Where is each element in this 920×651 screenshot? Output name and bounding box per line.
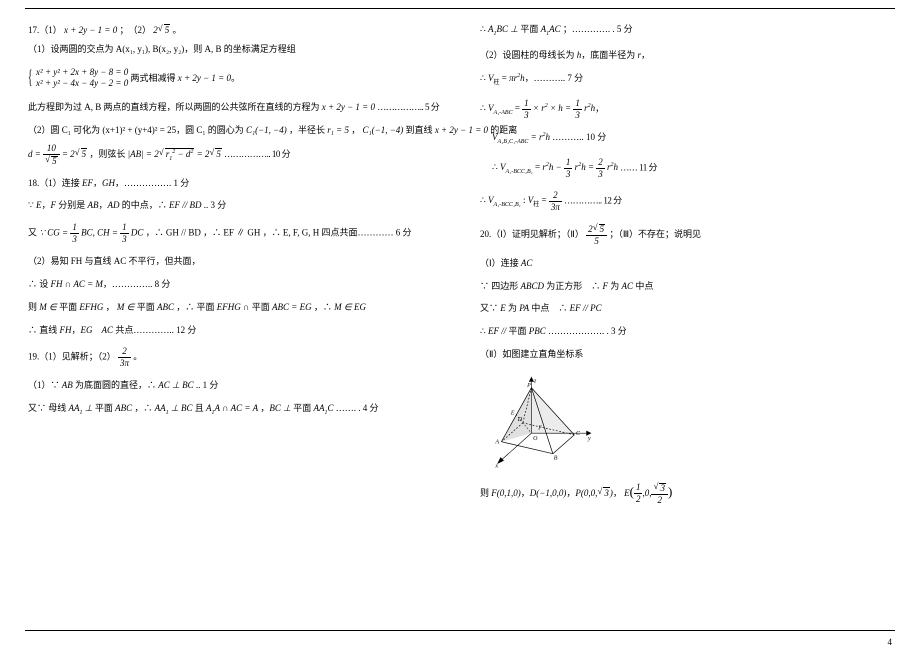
r20-1: （Ⅰ）连接 AC <box>480 258 880 269</box>
q18-1: 18.（1）连接 EF，GH，……………. 1 分 <box>28 178 458 189</box>
svg-text:B: B <box>554 455 558 461</box>
svg-text:x: x <box>494 463 498 469</box>
q18-5: ∴ 设 FH ∩ AC = M，………….. 8 分 <box>28 279 458 290</box>
svg-text:y: y <box>587 436 591 442</box>
r1: ∴ A1BC ⊥ 平面 A1AC ；…………. . 5 分 <box>480 24 880 38</box>
q19-1: （1）∵ AB 为底面圆的直径，∴ AC ⊥ BC .. 1 分 <box>28 380 458 391</box>
q17-p3: （2）圆 C₁ 可化为 (x+1)² + (y+4)² = 25，圆 C₁ 的圆… <box>28 125 458 136</box>
q18-7: ∴ 直线 FH，EG AC 共点………….. 12 分 <box>28 325 458 336</box>
svg-text:F: F <box>537 425 542 431</box>
q19: 19.（1）见解析；（2） 23π 。 <box>28 347 458 368</box>
r20-2: ∵ 四边形 ABCD 为正方形 ∴ F 为 AC 中点 <box>480 281 880 292</box>
r20-3: 又∵ E 为 PA 中点 ∴ EF // PC <box>480 303 880 314</box>
left-column: 17.（1） x + 2y − 1 = 0 ； （2） 25 。 （1）设两圆的… <box>28 24 458 623</box>
q17-p1: （1）设两圆的交点为 A(x₁, y₁), B(x₂, y₂)，则 A, B 的… <box>28 44 458 55</box>
q17-p2: 此方程即为过 A, B 两点的直线方程，所以两圆的公共弦所在直线的方程为 x +… <box>28 102 458 113</box>
q18-2: ∵ E，F 分别是 AB，AD 的中点，∴ EF // BD .. 3 分 <box>28 200 458 211</box>
r20-coords: 则 F(0,1,0)，D(−1,0,0)，P(0,0,3)， E(12,0,32… <box>480 483 880 505</box>
bottom-rule <box>25 630 895 631</box>
q18-6: 则 M ∈ 平面 EFHG ， M ∈ 平面 ABC ，∴ 平面 EFHG ∩ … <box>28 302 458 313</box>
r20-5: （Ⅱ）如图建立直角坐标系 <box>480 349 880 360</box>
q17-d: d = 10 5 = 25 ，则弦长 |AB| = 2r12 − d2 = 25… <box>28 144 458 166</box>
svg-text:E: E <box>510 410 515 416</box>
svg-text:D: D <box>517 417 523 423</box>
svg-text:P: P <box>526 383 531 389</box>
q18-4: （2）易知 FH 与直线 AC 不平行，但共面， <box>28 256 458 267</box>
q17-system: x² + y² + 2x + 8y − 8 = 0 x² + y² − 4x −… <box>28 67 458 90</box>
page-number: 4 <box>888 637 893 647</box>
r2: （2）设圆柱的母线长为 h，底面半径为 r， <box>480 50 880 61</box>
r7: ∴ VA₁-BCC₁B₁ : V柱 = 23π ………….. 12 分 <box>480 191 880 212</box>
svg-text:O: O <box>533 436 538 442</box>
r6: ∴ VA₁-BCC₁B₁ = r2h − 13 r2h = 23 r2h …… … <box>480 158 880 179</box>
r20-4: ∴ EF // 平面 PBC ………………. . 3 分 <box>480 326 880 337</box>
svg-text:A: A <box>494 439 499 445</box>
svg-text:C: C <box>576 431 581 437</box>
q17-line1: 17.（1） x + 2y − 1 = 0 ； （2） 25 。 <box>28 24 458 36</box>
r4: ∴ VA₁-ABC = 13 × r2 × h = 13 r2h， <box>480 99 880 120</box>
svg-text:z: z <box>533 378 537 384</box>
q19-2: 又∵ 母线 AA1 ⊥ 平面 ABC ，∴ AA1 ⊥ BC 且 A1A ∩ A… <box>28 403 458 417</box>
r3: ∴ V柱 = πr2h，……….. 7 分 <box>480 73 880 87</box>
r20: 20.（Ⅰ）证明见解析；（Ⅱ） 255 ；（Ⅲ）不存在；说明见 <box>480 224 880 246</box>
r5: VA₁B₁C₁-ABC = r2h ……….. 10 分 <box>480 132 880 146</box>
coordinate-diagram: z y x P A B C D E O F <box>480 372 600 472</box>
right-column: ∴ A1BC ⊥ 平面 A1AC ；…………. . 5 分 （2）设圆柱的母线长… <box>480 24 880 623</box>
top-rule <box>25 8 895 9</box>
q18-3: 又 ∵ CG = 13 BC, CH = 13 DC ，∴ GH // BD ，… <box>28 223 458 244</box>
